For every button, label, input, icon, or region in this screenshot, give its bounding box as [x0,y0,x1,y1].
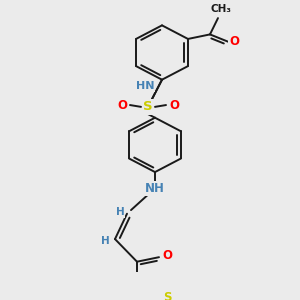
Text: O: O [117,98,127,112]
Text: O: O [169,98,179,112]
Text: CH₃: CH₃ [211,4,232,14]
Text: S: S [164,291,172,300]
Text: NH: NH [145,182,165,195]
Text: S: S [143,100,153,113]
Text: O: O [229,35,239,48]
Text: O: O [162,249,172,262]
Text: H: H [116,207,124,217]
Text: H: H [100,236,109,246]
Text: HN: HN [136,81,154,91]
